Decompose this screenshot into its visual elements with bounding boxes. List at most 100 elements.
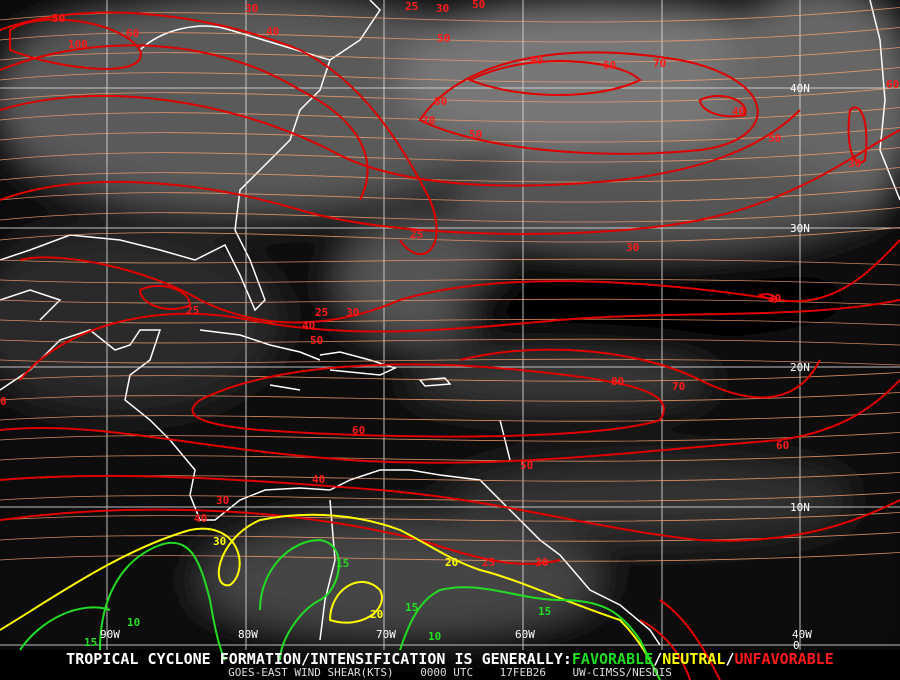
contour-label: 90 xyxy=(530,54,543,67)
streamline xyxy=(0,167,900,183)
contour-label: 50 xyxy=(520,459,533,472)
wind-streamlines xyxy=(0,7,900,562)
coastlines xyxy=(0,0,900,646)
contour-label: 40 xyxy=(732,105,745,118)
contour-label: 25 xyxy=(482,556,495,569)
contour-label: 15 xyxy=(336,557,349,570)
contour-label: 50 xyxy=(52,12,65,25)
streamline xyxy=(0,278,900,286)
legend-neutral: NEUTRAL xyxy=(662,650,726,668)
contour-label: 30 xyxy=(245,2,258,15)
grid-labels: 40N 30N 20N 10N 0 90W 80W 70W 60W 40W xyxy=(100,82,812,652)
streamline xyxy=(0,358,900,366)
legend-favorable: FAVORABLE xyxy=(571,650,654,668)
contour-label: 60 xyxy=(352,424,365,437)
streamline xyxy=(0,207,900,223)
tc-formation-legend: TROPICAL CYCLONE FORMATION/INTENSIFICATI… xyxy=(0,650,900,668)
lon-label: 40W xyxy=(792,628,812,641)
streamline xyxy=(0,298,900,306)
lat-label: 0 xyxy=(793,639,800,652)
legend-separator: / xyxy=(653,650,663,668)
contour-label: 25 xyxy=(405,0,418,13)
shear-contours-neutral xyxy=(0,513,661,680)
streamline xyxy=(0,432,900,442)
lon-label: 60W xyxy=(515,628,535,641)
contour-label: 70 xyxy=(672,380,685,393)
contour-label: 40 xyxy=(194,512,207,525)
contour-label: 15 xyxy=(538,605,551,618)
lat-label: 40N xyxy=(790,82,810,95)
streamline xyxy=(0,67,900,83)
contour-label: 30 xyxy=(848,157,861,170)
shear-contours-favorable xyxy=(19,538,661,680)
contour-label: 50 xyxy=(310,334,323,347)
contour-label: 60 xyxy=(603,59,616,72)
contour-label: 40 xyxy=(312,473,325,486)
contour-label: 20 xyxy=(445,556,458,569)
streamline xyxy=(0,392,900,402)
contour-label: 80 xyxy=(434,95,447,108)
product-time: 0000 UTC xyxy=(420,666,474,679)
contour-label: 80 xyxy=(611,375,624,388)
streamline xyxy=(0,372,900,382)
contour-label: 100 xyxy=(68,38,88,51)
contour-label: 30 xyxy=(213,535,226,548)
contour-label: 40 xyxy=(266,25,279,38)
contour-label: 30 xyxy=(768,292,781,305)
contour-label: 25 xyxy=(315,306,328,319)
streamline xyxy=(0,512,900,522)
contour-label: 15 xyxy=(405,601,418,614)
lon-label: 90W xyxy=(100,628,120,641)
contour-label: 60 xyxy=(886,78,899,91)
legend-unfavorable: UNFAVORABLE xyxy=(734,650,834,668)
lat-label: 30N xyxy=(790,222,810,235)
streamline xyxy=(0,552,900,562)
contour-label: 0 xyxy=(0,395,7,408)
shear-contours-unfavorable xyxy=(0,11,900,680)
contour-label: 10 xyxy=(127,616,140,629)
streamline xyxy=(0,47,900,63)
contour-label: 60 xyxy=(776,439,789,452)
contour-label: 50 xyxy=(768,132,781,145)
contour-label: 50 xyxy=(469,128,482,141)
streamline xyxy=(0,532,900,542)
contour-label: 10 xyxy=(428,630,441,643)
streamline xyxy=(0,452,900,462)
product-source: UW-CIMSS/NESDIS xyxy=(572,666,672,679)
product-title: GOES-EAST WIND SHEAR(KTS) xyxy=(228,666,394,679)
contour-label: 15 xyxy=(84,636,97,649)
streamline xyxy=(0,147,900,163)
streamline xyxy=(0,318,900,326)
product-info-line: GOES-EAST WIND SHEAR(KTS) 0000 UTC 17FEB… xyxy=(0,666,900,680)
legend-separator: / xyxy=(725,650,735,668)
contour-label: 20 xyxy=(370,608,383,621)
streamline xyxy=(0,412,900,422)
contour-label: 70 xyxy=(653,57,666,70)
contour-label: 50 xyxy=(437,32,450,45)
streamline xyxy=(0,258,900,266)
legend-prefix: TROPICAL CYCLONE FORMATION/INTENSIFICATI… xyxy=(66,650,572,668)
lon-label: 80W xyxy=(238,628,258,641)
contour-label: 30 xyxy=(216,494,229,507)
streamline xyxy=(0,107,900,123)
contour-label: 25 xyxy=(410,228,423,241)
streamline xyxy=(0,492,900,502)
lon-label: 70W xyxy=(376,628,396,641)
lat-lon-grid xyxy=(0,0,900,650)
streamline xyxy=(0,227,900,243)
contour-label: 25 xyxy=(186,304,199,317)
contour-label: 70 xyxy=(422,114,435,127)
satellite-imagery xyxy=(0,0,900,650)
contour-label: 30 xyxy=(436,2,449,15)
streamline xyxy=(0,187,900,203)
contour-label: 30 xyxy=(626,241,639,254)
lat-label: 10N xyxy=(790,501,810,514)
contour-label: 60 xyxy=(126,27,139,40)
contour-label: 40 xyxy=(302,319,315,332)
contour-label: 50 xyxy=(472,0,485,11)
contour-label: 30 xyxy=(535,556,548,569)
streamline xyxy=(0,338,900,346)
